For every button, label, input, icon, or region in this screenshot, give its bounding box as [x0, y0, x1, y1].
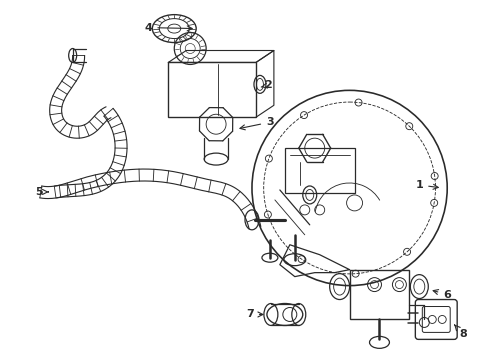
Bar [285, 148, 354, 193]
Text: 7: 7 [245, 310, 263, 319]
Text: 1: 1 [415, 180, 437, 190]
Text: 6: 6 [432, 289, 450, 300]
Text: 5: 5 [35, 187, 48, 197]
Text: 8: 8 [454, 325, 466, 339]
Bar [349, 270, 408, 319]
Text: 4: 4 [144, 23, 192, 33]
Text: 3: 3 [240, 117, 273, 130]
Text: 2: 2 [261, 80, 271, 90]
Bar [168, 62, 255, 117]
